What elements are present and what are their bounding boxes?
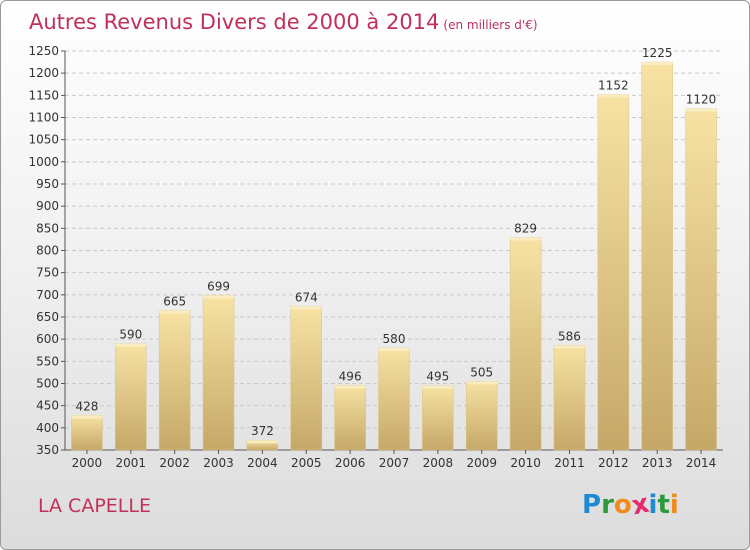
y-tick-label: 1050 — [28, 133, 59, 147]
y-tick-label: 800 — [36, 244, 59, 258]
y-tick-label: 650 — [36, 310, 59, 324]
x-tick-label-2004: 2004 — [247, 456, 278, 470]
bar-2005 — [290, 306, 323, 451]
data-label-2003: 699 — [207, 279, 230, 293]
bar-2009 — [465, 381, 498, 451]
y-tick-label: 700 — [36, 288, 59, 302]
x-tick-label-2012: 2012 — [598, 456, 629, 470]
data-label-2006: 496 — [339, 369, 362, 383]
bar-2013 — [641, 61, 673, 451]
bar-top-highlight — [203, 295, 235, 299]
y-tick-label: 850 — [36, 221, 59, 235]
y-tick-label: 550 — [36, 354, 59, 368]
bar-2002 — [158, 310, 191, 451]
y-tick-label: 450 — [36, 399, 59, 413]
y-tick-label: 750 — [36, 266, 59, 280]
chart-title: Autres Revenus Divers de 2000 à 2014 (en … — [29, 10, 538, 34]
bar-2014 — [685, 108, 717, 451]
x-tick-label-2013: 2013 — [642, 456, 673, 470]
y-tick-label: 1250 — [28, 44, 59, 58]
bar-2010 — [509, 237, 542, 451]
x-tick-label-2011: 2011 — [554, 456, 585, 470]
data-label-2000: 428 — [75, 399, 98, 413]
bar-top-highlight — [290, 306, 322, 310]
x-tick-label-2001: 2001 — [116, 456, 147, 470]
y-tick-label: 500 — [36, 377, 59, 391]
bar-top-highlight — [597, 94, 629, 98]
bar-top-highlight — [71, 415, 103, 419]
bar-top-highlight — [553, 345, 585, 349]
data-label-2013: 1225 — [642, 46, 673, 60]
data-label-2014: 1120 — [686, 93, 717, 107]
bar-2011 — [553, 345, 586, 451]
location-label: LA CAPELLE — [38, 495, 151, 517]
x-tick-label-2009: 2009 — [466, 456, 497, 470]
x-tick-label-2008: 2008 — [423, 456, 454, 470]
chart-title-text: Autres Revenus Divers de 2000 à 2014 — [29, 10, 440, 34]
x-tick-label-2005: 2005 — [291, 456, 322, 470]
y-tick-label: 600 — [36, 332, 59, 346]
data-label-2001: 590 — [119, 328, 142, 342]
logo-letter: t — [657, 490, 670, 520]
x-tick-label-2006: 2006 — [335, 456, 366, 470]
y-tick-label: 400 — [36, 421, 59, 435]
data-label-2010: 829 — [514, 222, 537, 236]
data-label-2008: 495 — [426, 370, 449, 384]
data-label-2005: 674 — [295, 290, 318, 304]
bar-top-highlight — [378, 348, 410, 352]
y-tick-label: 950 — [36, 177, 59, 191]
bar-top-highlight — [641, 62, 673, 66]
bar-top-highlight — [422, 385, 454, 389]
y-tick-label: 900 — [36, 199, 59, 213]
x-tick-label-2002: 2002 — [159, 456, 190, 470]
logo-letter: i — [648, 490, 658, 520]
x-tick-label-2007: 2007 — [379, 456, 410, 470]
y-axis: 350 400 450 500 550 600 650 700 750 800 850 900 950 1… — [28, 44, 723, 457]
bar-2000 — [71, 415, 103, 451]
x-tick-label-2014: 2014 — [686, 456, 717, 470]
y-tick-label: 1000 — [28, 155, 59, 169]
bar-top-highlight — [246, 440, 278, 444]
bar-2001 — [115, 343, 147, 451]
data-label-2011: 586 — [558, 329, 581, 343]
x-tick-label-2010: 2010 — [510, 456, 541, 470]
proxiti-logo: Proxiti — [582, 489, 679, 522]
y-tick-label: 1100 — [28, 111, 59, 125]
x-tick-label-2003: 2003 — [203, 456, 234, 470]
data-label-2007: 580 — [383, 332, 406, 346]
data-labels: 428 590 665 699 372 674 496 580 495 505 829 586 1152… — [75, 46, 716, 438]
x-axis: 2000 2001 2002 2003 2004 2005 2006 2007 2008 2009… — [72, 450, 717, 470]
y-tick-label: 350 — [36, 443, 59, 457]
x-tick-label-2000: 2000 — [72, 456, 103, 470]
bar-top-highlight — [115, 343, 147, 347]
logo-letter: o — [613, 490, 632, 520]
bar-2003 — [202, 295, 235, 451]
logo-letter: P — [582, 490, 602, 520]
bar-2012 — [597, 94, 630, 451]
data-label-2004: 372 — [251, 424, 274, 438]
logo-letter: i — [669, 490, 679, 520]
bar-top-highlight — [159, 310, 191, 314]
logo-letter: r — [601, 490, 614, 520]
bar-2008 — [422, 385, 454, 451]
bar-top-highlight — [685, 108, 717, 112]
data-label-2009: 505 — [470, 365, 493, 379]
bars — [71, 61, 717, 451]
bar-top-highlight — [510, 237, 542, 241]
bar-2007 — [378, 347, 410, 451]
bar-top-highlight — [334, 385, 366, 389]
data-label-2002: 665 — [163, 294, 186, 308]
bar-2006 — [334, 385, 366, 451]
data-label-2012: 1152 — [598, 78, 629, 92]
y-tick-label: 1150 — [28, 88, 59, 102]
y-tick-label: 1200 — [28, 66, 59, 80]
bar-top-highlight — [466, 381, 498, 385]
chart-subtitle: (en milliers d'€) — [443, 18, 538, 32]
